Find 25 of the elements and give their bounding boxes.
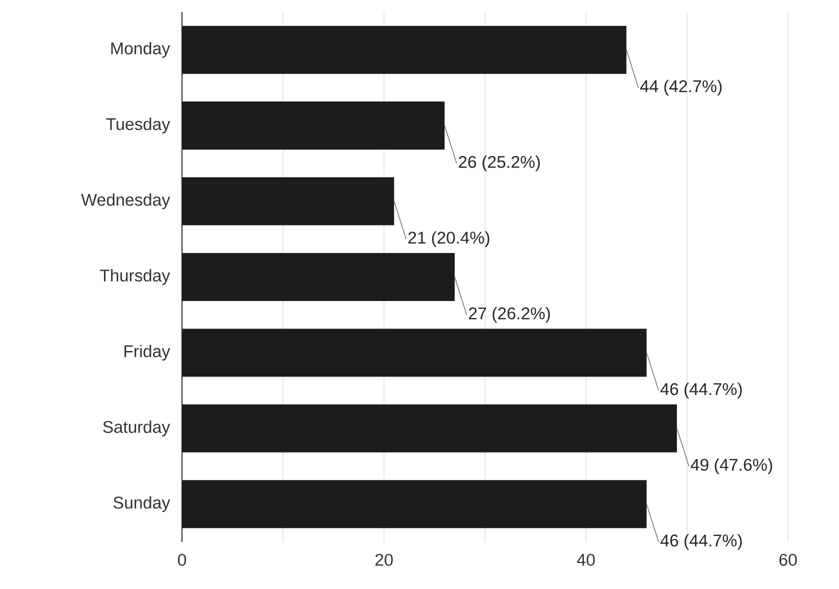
x-tick-label: 20 [375, 554, 393, 566]
bar [182, 328, 647, 377]
x-tick-label: 40 [576, 554, 595, 566]
data-label: 21 (20.4%) [408, 231, 490, 248]
y-tick-label: Thursday [100, 269, 170, 285]
y-tick-label: Friday [124, 344, 170, 361]
bar [182, 252, 455, 301]
x-tick-label: 60 [779, 554, 797, 566]
y-tick-label: Saturday [103, 420, 170, 436]
data-label: 46 (44.7%) [660, 534, 742, 550]
y-tick-label: Monday [111, 42, 170, 58]
y-tick-label: Wednesday [81, 193, 170, 210]
bar [182, 26, 626, 74]
x-tick-label: 0 [178, 554, 186, 566]
y-tick-label: Sunday [113, 496, 170, 512]
data-label: 44 (42.7%) [640, 80, 722, 96]
bar [182, 480, 647, 528]
data-label: 26 (25.2%) [458, 156, 540, 172]
data-label: 27 (26.2%) [468, 306, 550, 323]
bar [182, 102, 445, 150]
data-label: 49 (47.6%) [690, 458, 772, 474]
data-label: 46 (44.7%) [660, 382, 742, 398]
y-tick-label: Tuesday [106, 118, 170, 134]
bar [182, 177, 394, 226]
bar [182, 404, 677, 452]
